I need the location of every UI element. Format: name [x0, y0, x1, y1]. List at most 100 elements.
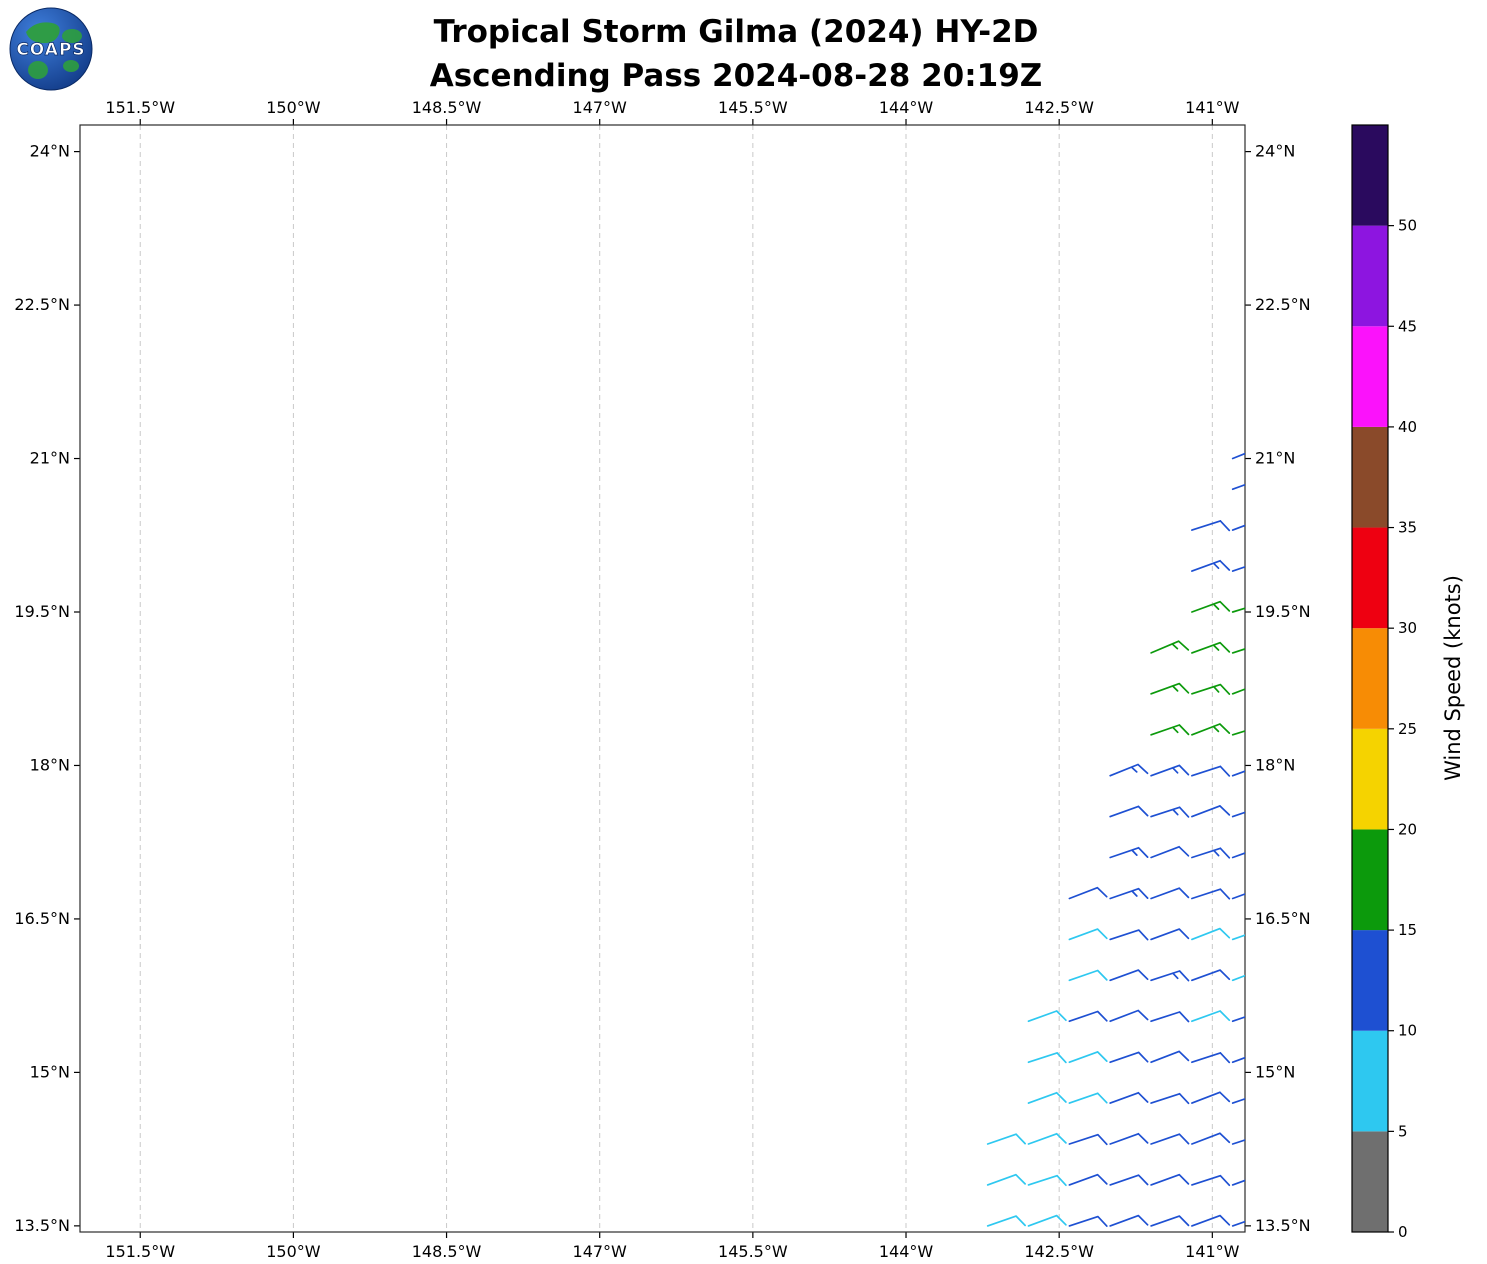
- colorbar-tick-label: 50: [1398, 217, 1417, 235]
- x-tick-label-top: 150°W: [266, 98, 321, 117]
- wind-barb: [1068, 1215, 1108, 1227]
- colorbar-segment: [1352, 728, 1388, 830]
- wind-barb: [1150, 1050, 1190, 1064]
- wind-barb: [1231, 934, 1245, 941]
- wind-barb: [1027, 1010, 1067, 1023]
- wind-barb: [1150, 928, 1190, 941]
- y-tick-label-right: 16.5°N: [1255, 909, 1311, 928]
- wind-barb: [1191, 683, 1231, 695]
- colorbar-segment: [1352, 1131, 1388, 1232]
- wind-barb: [1191, 520, 1231, 532]
- wind-barb: [1027, 1052, 1067, 1064]
- wind-barb: [1109, 805, 1149, 818]
- wind-barb: [1068, 1133, 1108, 1146]
- wind-barb: [1068, 1092, 1108, 1104]
- wind-barb: [1191, 559, 1231, 572]
- globe-land-icon: [62, 29, 82, 43]
- wind-barb: [1231, 811, 1245, 818]
- wind-barb: [1068, 1010, 1108, 1023]
- wind-barb: [1191, 969, 1231, 982]
- barb-layer: [986, 452, 1245, 1227]
- wind-barb: [1109, 929, 1149, 941]
- colorbar-tick-label: 30: [1398, 619, 1417, 637]
- colorbar-tick-label: 5: [1398, 1122, 1408, 1140]
- wind-barb: [1109, 846, 1149, 859]
- wind-barb: [1027, 1132, 1067, 1145]
- wind-barb: [1150, 970, 1190, 982]
- wind-barb: [1191, 805, 1231, 818]
- colorbar-tick-label: 0: [1398, 1223, 1408, 1241]
- wind-barb: [1150, 845, 1190, 859]
- wind-barb: [1068, 1173, 1108, 1186]
- colorbar-segment: [1352, 628, 1388, 729]
- wind-barb: [1150, 724, 1190, 736]
- colorbar-segment: [1352, 527, 1388, 629]
- y-tick-label-left: 13.5°N: [14, 1216, 70, 1235]
- wind-barb: [1231, 893, 1245, 900]
- colorbar-tick-label: 35: [1398, 519, 1417, 537]
- wind-barb: [1109, 1174, 1149, 1186]
- wind-barb: [1109, 969, 1149, 982]
- y-tick-label-left: 19.5°N: [14, 602, 70, 621]
- wind-barb: [1231, 452, 1245, 460]
- colorbar-segment: [1352, 125, 1388, 226]
- x-tick-label-bottom: 147°W: [573, 1242, 628, 1261]
- coaps-logo: COAPS: [9, 7, 93, 91]
- wind-barb: [1150, 682, 1190, 695]
- wind-barb: [1231, 852, 1245, 859]
- colorbar-segment: [1352, 829, 1388, 931]
- colorbar-segment: [1352, 326, 1388, 427]
- colorbar-border: [1351, 124, 1389, 1233]
- wind-barb: [1191, 600, 1231, 613]
- x-tick-label-bottom: 145.5°W: [718, 1242, 788, 1261]
- wind-barb: [1191, 927, 1231, 941]
- grid-layer: [139, 125, 1213, 1232]
- wind-barb: [1231, 565, 1245, 572]
- wind-barb: [1150, 1173, 1190, 1186]
- colorbar-segment: [1352, 930, 1388, 1031]
- chart-subtitle: Ascending Pass 2024-08-28 20:19Z: [430, 58, 1043, 94]
- wind-barb: [1231, 648, 1245, 654]
- wind-barb: [986, 1173, 1026, 1186]
- y-tick-label-left: 15°N: [30, 1062, 70, 1081]
- colorbar-axis-label: Wind Speed (knots): [1441, 575, 1465, 781]
- globe-land-icon: [28, 61, 48, 79]
- x-tick-label-top: 151.5°W: [105, 98, 175, 117]
- wind-barb: [1109, 887, 1149, 900]
- wind-barb: [1191, 765, 1231, 777]
- wind-barb: [1231, 524, 1245, 531]
- y-tick-label-right: 13.5°N: [1255, 1216, 1311, 1235]
- plot-border: [79, 124, 1246, 1233]
- axes-layer: 151.5°W 151.5°W 150°W 150°W 148.5°W 148.5°W 14…: [14, 98, 1310, 1261]
- y-tick-label-left: 16.5°N: [14, 909, 70, 928]
- wind-barb: [1150, 1092, 1190, 1105]
- wind-barb: [1150, 1011, 1190, 1023]
- wind-barb: [1068, 1051, 1108, 1064]
- colorbar: 0 5 10 15 20 25 30 35 40 45 50: [1351, 124, 1417, 1241]
- y-tick-label-right: 21°N: [1255, 449, 1295, 468]
- wind-barb: [1150, 806, 1190, 818]
- wind-barb: [1191, 1214, 1231, 1227]
- wind-barb: [1191, 641, 1231, 654]
- y-tick-label-left: 18°N: [30, 755, 70, 774]
- wind-barb: [1109, 1051, 1149, 1064]
- y-tick-label-left: 21°N: [30, 449, 70, 468]
- wind-barb: [1068, 969, 1108, 982]
- y-tick-label-left: 24°N: [30, 142, 70, 161]
- x-tick-label-top: 144°W: [879, 98, 934, 117]
- globe-land-icon: [63, 60, 79, 72]
- x-tick-label-top: 148.5°W: [412, 98, 482, 117]
- wind-barb: [1068, 886, 1108, 900]
- wind-barb: [1231, 974, 1245, 982]
- x-tick-label-top: 141°W: [1185, 98, 1240, 117]
- x-tick-label-bottom: 151.5°W: [105, 1242, 175, 1261]
- wind-barb: [1191, 1091, 1231, 1104]
- wind-barb: [1027, 1091, 1067, 1104]
- wind-barb: [1231, 730, 1245, 736]
- wind-barb: [1109, 1009, 1149, 1023]
- wind-barb: [1231, 1220, 1245, 1227]
- x-tick-label-bottom: 141°W: [1185, 1242, 1240, 1261]
- wind-barb: [1191, 723, 1231, 736]
